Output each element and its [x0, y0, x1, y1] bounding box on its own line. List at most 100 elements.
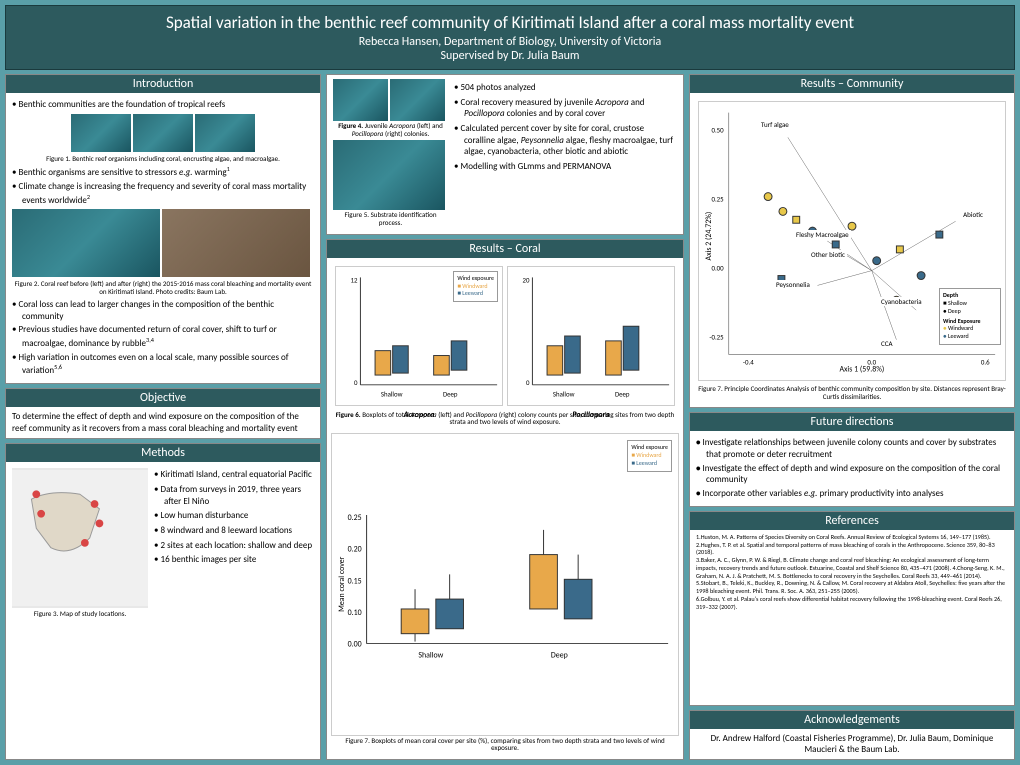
methods-bullet: 2 sites at each location: shallow and de…	[154, 540, 316, 552]
poster-title: Spatial variation in the benthic reef co…	[16, 12, 1004, 33]
fig2-caption: Figure 2. Coral reef before (left) and a…	[12, 280, 314, 295]
results-coral-heading: Results – Coral	[327, 240, 683, 258]
svg-text:0.6: 0.6	[981, 357, 990, 366]
intro-bullet: Coral loss can lead to larger changes in…	[12, 299, 314, 322]
analysis-box: Figure 4. Juvenile Acropora (left) and P…	[326, 74, 684, 235]
intro-bullet: Climate change is increasing the frequen…	[12, 181, 314, 206]
svg-text:0.25: 0.25	[711, 195, 724, 204]
svg-text:0.10: 0.10	[348, 608, 362, 618]
methods-bullet: Data from surveys in 2019, three years a…	[154, 484, 316, 507]
legend-item: Leeward	[948, 332, 969, 340]
legend-item: Shallow	[948, 299, 967, 307]
future-bullet: Investigate relationships between juveni…	[696, 437, 1008, 460]
svg-text:Shallow: Shallow	[553, 389, 575, 398]
fig7-cover-caption: Figure 7. Boxplots of mean coral cover p…	[331, 737, 679, 752]
methods-bullet: 8 windward and 8 leeward locations	[154, 525, 316, 537]
reference-text: 5.Stobart, B., Teleki, K., Buckley, R., …	[696, 580, 1008, 596]
pca-label: Turf algae	[759, 120, 791, 129]
map-figure	[12, 468, 148, 608]
fig6-chart: Wind exposure ■ Windward ■ Leeward 12 0	[331, 262, 679, 410]
svg-text:0.00: 0.00	[711, 264, 724, 273]
svg-text:0: 0	[354, 378, 358, 387]
chart-xlabel: Pocillopora	[508, 410, 674, 420]
ack-text: Dr. Andrew Halford (Coastal Fisheries Pr…	[690, 729, 1014, 759]
methods-heading: Methods	[6, 444, 320, 462]
svg-text:-0.4: -0.4	[743, 357, 754, 366]
poster-supervisor: Supervised by Dr. Julia Baum	[16, 49, 1004, 63]
analysis-bullet: Modelling with GLmms and PERMANOVA	[454, 161, 677, 173]
objective-text: To determine the effect of depth and win…	[6, 407, 320, 438]
future-bullet: Investigate the effect of depth and wind…	[696, 463, 1008, 486]
svg-text:Axis 1 (59.8%): Axis 1 (59.8%)	[839, 364, 884, 374]
poster-header: Spatial variation in the benthic reef co…	[5, 5, 1015, 70]
intro-bullet: Benthic organisms are sensitive to stres…	[12, 165, 314, 179]
methods-bullet: Kiritimati Island, central equatorial Pa…	[154, 469, 316, 481]
svg-text:-0.25: -0.25	[709, 333, 724, 342]
svg-text:Shallow: Shallow	[418, 651, 443, 661]
fig4-img	[333, 79, 388, 121]
fig2-img	[12, 209, 160, 277]
ack-heading: Acknowledgements	[690, 711, 1014, 729]
pca-label: Cyanobacteria	[879, 297, 924, 306]
fig4-caption: Figure 4. Juvenile Acropora (left) and P…	[333, 122, 448, 137]
fig2-img	[162, 209, 310, 277]
fig1-img	[133, 114, 193, 152]
intro-bullet: Previous studies have documented return …	[12, 324, 314, 349]
fig1-caption: Figure 1. Benthic reef organisms includi…	[12, 155, 314, 163]
svg-text:20: 20	[523, 275, 530, 284]
svg-text:Axis 2 (24.72%): Axis 2 (24.72%)	[704, 212, 714, 261]
future-panel: Future directions Investigate relationsh…	[689, 412, 1015, 506]
future-bullet: Incorporate other variables e.g. primary…	[696, 488, 1008, 500]
pca-label: Fleshy Macroalgae	[794, 230, 851, 239]
fig5-caption: Figure 5. Substrate identification proce…	[333, 211, 448, 226]
svg-text:0: 0	[526, 378, 530, 387]
svg-text:0.20: 0.20	[348, 545, 362, 555]
pca-label: Peysonnelia	[774, 280, 812, 289]
analysis-bullet: Calculated percent cover by site for cor…	[454, 123, 677, 158]
future-heading: Future directions	[690, 413, 1014, 431]
reference-text: 1.Huston, M. A. Patterns of Species Dive…	[696, 534, 1008, 557]
legend-item: Windward	[948, 324, 973, 332]
references-panel: References 1.Huston, M. A. Patterns of S…	[689, 511, 1015, 706]
references-heading: References	[690, 512, 1014, 530]
svg-text:0.25: 0.25	[348, 513, 362, 523]
svg-text:0.15: 0.15	[348, 576, 362, 586]
legend-item: Windward	[636, 451, 661, 459]
intro-panel: Introduction Benthic communities are the…	[5, 74, 321, 384]
fig1-img	[71, 114, 131, 152]
svg-text:Deep: Deep	[551, 651, 568, 661]
fig7-pca-caption: Figure 7. Principle Coordinates Analysis…	[694, 385, 1010, 400]
svg-text:Deep: Deep	[443, 389, 458, 398]
intro-bullet: Benthic communities are the foundation o…	[12, 99, 314, 111]
pca-chart: Axis 1 (59.8%) Axis 2 (24.72%) 0.50 0.25…	[698, 101, 1006, 381]
fig1-img	[195, 114, 255, 152]
analysis-bullet: Coral recovery measured by juvenile Acro…	[454, 97, 677, 120]
analysis-bullet: 504 photos analyzed	[454, 82, 677, 94]
poster-authors: Rebecca Hansen, Department of Biology, U…	[16, 35, 1004, 49]
intro-bullet: High variation in outcomes even on a loc…	[12, 352, 314, 377]
objective-heading: Objective	[6, 389, 320, 407]
reference-text: 6.Golbuu, Y. et al. Palau's coral reefs …	[696, 596, 1008, 612]
methods-bullet: Low human disturbance	[154, 510, 316, 522]
fig3-caption: Figure 3. Map of study locations.	[10, 610, 150, 618]
legend-item: Windward	[462, 282, 487, 290]
svg-text:12: 12	[351, 275, 358, 284]
svg-text:0.0: 0.0	[867, 357, 876, 366]
intro-heading: Introduction	[6, 75, 320, 93]
objective-panel: Objective To determine the effect of dep…	[5, 388, 321, 439]
svg-text:Shallow: Shallow	[381, 389, 403, 398]
pca-label: Abiotic	[961, 210, 985, 219]
chart-xlabel: Acropora	[336, 410, 502, 420]
fig4-img	[390, 79, 445, 121]
results-community-panel: Results – Community Axis 1 (59.8%) Axis …	[689, 74, 1015, 408]
legend-item: Leeward	[636, 459, 657, 467]
fig7-cover-chart: Wind exposure ■ Windward ■ Leeward 0.25 …	[331, 433, 679, 736]
legend-item: Leeward	[462, 289, 483, 297]
acknowledgements-panel: Acknowledgements Dr. Andrew Halford (Coa…	[689, 710, 1015, 760]
legend-item: Deep	[948, 307, 961, 315]
results-coral-panel: Results – Coral Wind exposure ■ Windward…	[326, 239, 684, 760]
svg-text:0.50: 0.50	[711, 125, 724, 134]
reference-text: 3.Baker, A. C., Glynn, P. W. & Riegl, B.…	[696, 557, 1008, 580]
pca-label: Other biotic	[809, 250, 847, 259]
results-community-heading: Results – Community	[690, 75, 1014, 93]
